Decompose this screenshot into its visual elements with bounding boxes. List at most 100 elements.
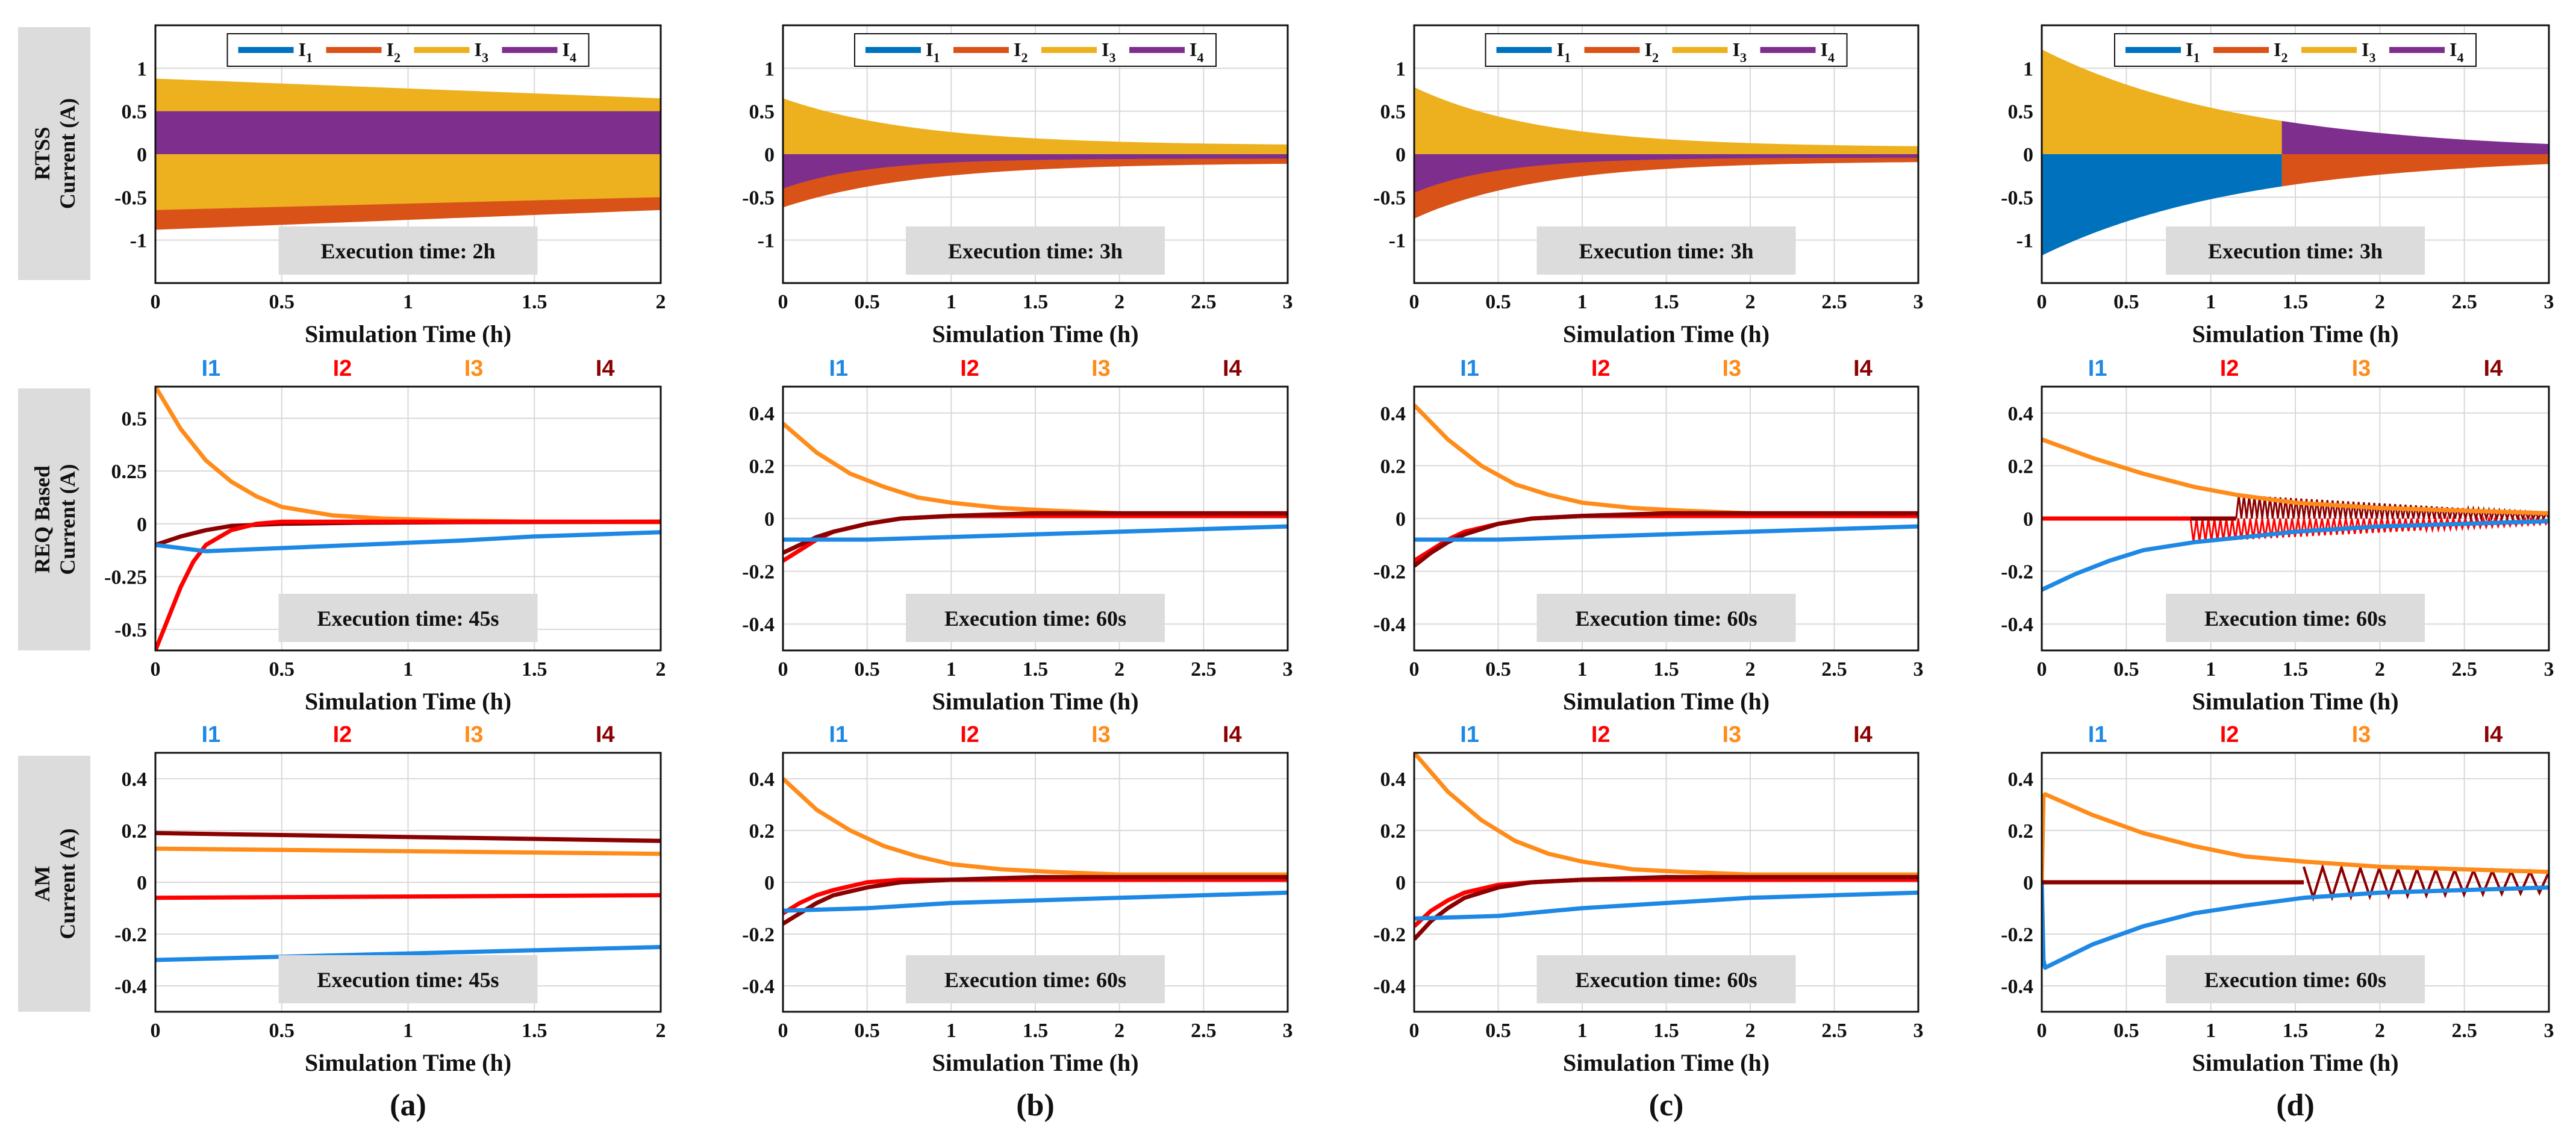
panel-d1: 0 0.5 1 1.5 2 2.5 3 1 0.5 0 -0.5 -1 Simulation Time … bbox=[2001, 24, 2554, 347]
series-label-I2: I2 bbox=[333, 356, 352, 381]
axes-frame bbox=[154, 385, 662, 652]
legend-letter: I bbox=[299, 39, 306, 60]
legend-subscript: 2 bbox=[1021, 50, 1028, 65]
execution-time-box bbox=[1536, 955, 1796, 1003]
x-axis-label: Simulation Time (h) bbox=[1563, 1049, 1770, 1076]
row-label-1: RTSSCurrent (A) bbox=[18, 27, 90, 280]
legend-letter: I bbox=[1733, 39, 1740, 60]
x-axis-label: Simulation Time (h) bbox=[2192, 320, 2398, 347]
legend-subscript: 4 bbox=[570, 50, 576, 65]
y-tick-label: -0.25 bbox=[104, 566, 147, 588]
x-tick-label: 1.5 bbox=[1023, 1020, 1049, 1042]
y-tick-label: -0.5 bbox=[114, 619, 147, 641]
x-tick-label: 0.5 bbox=[269, 1020, 295, 1042]
y-tick-label: 0 bbox=[2023, 508, 2033, 531]
execution-time-label: Execution time: 2h bbox=[321, 239, 496, 263]
execution-time-box bbox=[2166, 226, 2425, 275]
execution-time-label: Execution time: 60s bbox=[944, 968, 1126, 992]
panel-b3: 0 0.5 1 1.5 2 2.5 3 0.4 0.2 0 -0.2 -0.4 Simulation T… bbox=[742, 722, 1293, 1076]
y-tick-label: 0.2 bbox=[1380, 455, 1406, 478]
x-tick-label: 0 bbox=[2037, 1020, 2047, 1042]
series-label-I3: I3 bbox=[464, 356, 484, 381]
x-tick-label: 1 bbox=[1577, 291, 1588, 313]
series-I2 bbox=[155, 519, 661, 650]
execution-time-label: Execution time: 60s bbox=[2204, 968, 2386, 992]
y-tick-label: 0 bbox=[764, 508, 775, 531]
series-label-I4: I4 bbox=[1853, 356, 1873, 381]
x-axis-label: Simulation Time (h) bbox=[2192, 688, 2398, 715]
series-label-I2: I2 bbox=[1591, 722, 1611, 747]
execution-time-box bbox=[906, 955, 1165, 1003]
y-tick-label: 0.4 bbox=[749, 768, 775, 791]
x-tick-label: 3 bbox=[1283, 291, 1293, 313]
y-tick-label: -0.2 bbox=[742, 924, 775, 946]
x-tick-label: 2.5 bbox=[1821, 658, 1847, 681]
band-I3 bbox=[155, 154, 661, 210]
y-tick-label: -1 bbox=[2016, 230, 2033, 252]
series-I1 bbox=[155, 530, 661, 553]
x-tick-label: 2 bbox=[656, 658, 666, 681]
series-I3 bbox=[783, 777, 1288, 877]
x-tick-label: 1.5 bbox=[1653, 658, 1679, 681]
panel-d3: 0 0.5 1 1.5 2 2.5 3 0.4 0.2 0 -0.2 -0.4 Simulation T… bbox=[2001, 722, 2554, 1076]
legend-label-I1: I1 bbox=[926, 39, 940, 65]
legend-label-I4: I4 bbox=[1821, 39, 1835, 65]
legend-label-I2: I2 bbox=[387, 39, 401, 65]
series-I1 bbox=[1414, 524, 1918, 542]
y-tick-label: 0 bbox=[2023, 144, 2033, 166]
band-I4 bbox=[155, 111, 661, 154]
legend-label-I1: I1 bbox=[299, 39, 313, 65]
series-I2 bbox=[783, 877, 1288, 915]
legend-letter: I bbox=[1190, 39, 1197, 60]
y-tick-label: 0.4 bbox=[122, 768, 148, 791]
x-tick-label: 1 bbox=[2206, 291, 2216, 313]
y-tick-label: -1 bbox=[130, 230, 147, 252]
series-label-I4: I4 bbox=[596, 356, 615, 381]
y-tick-label: 0.4 bbox=[2008, 403, 2034, 425]
series-I4 bbox=[155, 830, 661, 843]
x-tick-label: 3 bbox=[1283, 658, 1293, 681]
series-label-I3: I3 bbox=[1722, 356, 1741, 381]
x-tick-label: 0.5 bbox=[2113, 1020, 2139, 1042]
row-label-line: RTSS bbox=[30, 127, 54, 181]
x-axis-label: Simulation Time (h) bbox=[305, 1049, 511, 1076]
y-tick-label: 0 bbox=[2023, 872, 2033, 894]
x-tick-label: 2 bbox=[2375, 658, 2385, 681]
x-tick-label: 2 bbox=[656, 1020, 666, 1042]
x-tick-label: 0 bbox=[151, 291, 161, 313]
oscillation-I2 bbox=[2189, 515, 2549, 543]
plot-marks bbox=[2042, 792, 2549, 970]
series-I4 bbox=[1414, 874, 1918, 941]
legend-subscript: 3 bbox=[482, 50, 488, 65]
series-label-I4: I4 bbox=[2484, 722, 2503, 747]
y-tick-label: 0 bbox=[764, 872, 775, 894]
y-tick-label: 1 bbox=[2023, 58, 2033, 80]
y-tick-label: 1 bbox=[1396, 58, 1406, 80]
series-I1 bbox=[2042, 882, 2549, 970]
x-tick-label: 1.5 bbox=[2283, 658, 2309, 681]
execution-time-box bbox=[278, 226, 538, 275]
series-label-I3: I3 bbox=[1722, 722, 1741, 747]
legend-subscript: 1 bbox=[933, 50, 940, 65]
x-tick-label: 2.5 bbox=[2451, 658, 2477, 681]
x-tick-label: 3 bbox=[1283, 1020, 1293, 1042]
axes-frame bbox=[154, 24, 662, 284]
row-label-line: Current (A) bbox=[55, 828, 80, 939]
legend-letter: I bbox=[1645, 39, 1652, 60]
legend-label-I2: I2 bbox=[2274, 39, 2288, 65]
x-tick-label: 1 bbox=[1577, 1020, 1588, 1042]
legend: I1 I2 I3 I4 bbox=[2114, 33, 2477, 67]
series-I3 bbox=[2042, 792, 2549, 883]
y-tick-label: -0.5 bbox=[2001, 187, 2033, 209]
legend-letter: I bbox=[1102, 39, 1109, 60]
x-tick-label: 1.5 bbox=[522, 1020, 547, 1042]
x-tick-label: 2 bbox=[1114, 1020, 1124, 1042]
band-I2 bbox=[2281, 154, 2549, 187]
plot-marks bbox=[783, 422, 1288, 563]
execution-time-box bbox=[906, 594, 1165, 642]
legend-letter: I bbox=[387, 39, 394, 60]
y-tick-label: 0.5 bbox=[1380, 101, 1406, 123]
execution-time-box bbox=[1536, 594, 1796, 642]
series-I3 bbox=[2042, 437, 2549, 516]
